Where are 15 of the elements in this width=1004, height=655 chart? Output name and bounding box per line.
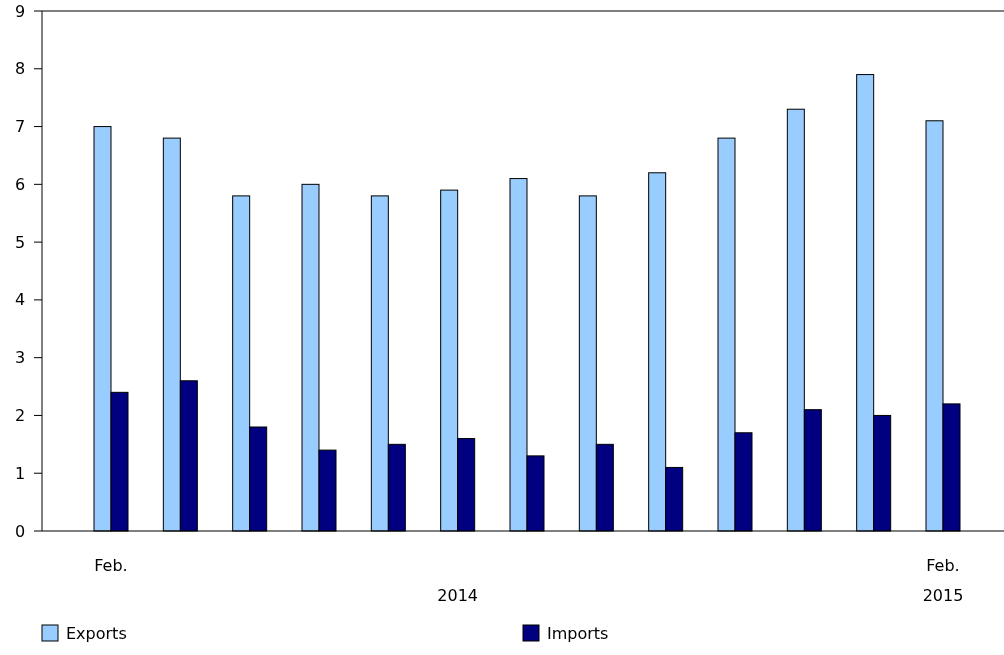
legend-label: Imports [547, 623, 609, 643]
y-tick-label: 4 [14, 290, 26, 310]
y-tick-label: 3 [14, 348, 26, 368]
y-tick-label: 5 [14, 232, 26, 252]
y-tick-label: 1 [14, 463, 26, 483]
x-tick-label: Feb. [94, 556, 128, 575]
y-tick-label: 6 [14, 174, 26, 194]
legend-label: Exports [66, 623, 127, 643]
text: 2014 [437, 586, 479, 605]
x-tick-label: Feb. 2015 [922, 556, 964, 605]
y-tick-label: 2 [14, 406, 26, 426]
y-tick-label: 7 [14, 117, 26, 137]
y-tick-label: 9 [14, 1, 26, 21]
y-tick-label: 0 [14, 521, 26, 541]
y-tick-label: 8 [14, 59, 26, 79]
